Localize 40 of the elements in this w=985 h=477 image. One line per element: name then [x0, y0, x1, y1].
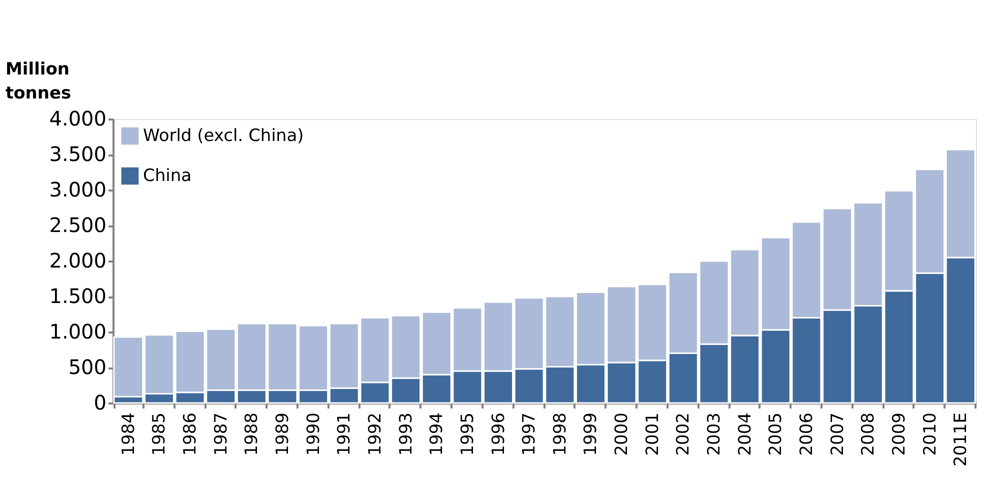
x-tick-label: 1999 [581, 412, 602, 456]
x-tick-label: 1997 [520, 412, 540, 456]
y-tick-label: 1.000 [49, 320, 106, 344]
x-tick-label: 1987 [211, 412, 232, 456]
x-tick-label: 1994 [427, 412, 448, 456]
x-tick-label: 1984 [118, 412, 139, 456]
y-tick-label: 2.500 [49, 213, 106, 237]
x-tick-label: 2005 [766, 412, 786, 456]
y-tick-label: 3.000 [49, 178, 106, 202]
x-tick-label: 1992 [365, 412, 386, 456]
x-tick-label: 2011E [951, 412, 972, 467]
x-tick-label: 1996 [488, 412, 509, 456]
x-tick-label: 1991 [334, 412, 355, 456]
y-tick-label: 0 [94, 390, 106, 414]
x-tick-label: 2000 [612, 412, 632, 456]
x-tick-label: 2003 [704, 412, 725, 456]
x-tick-label: 2009 [889, 412, 910, 456]
y-tick-label: 2.000 [49, 248, 106, 272]
x-tick-label: 1990 [304, 412, 324, 456]
legend-label: China [143, 166, 192, 186]
y-tick-label: 1.500 [49, 284, 106, 308]
x-tick-label: 1993 [396, 412, 416, 456]
y-tick-label: 500 [68, 355, 106, 379]
x-tick-label: 1989 [273, 412, 294, 456]
x-tick-label: 2008 [858, 412, 879, 456]
x-tick-label: 1988 [242, 412, 262, 456]
x-tick-label: 1986 [180, 412, 201, 456]
y-axis-title: Million tonnes [6, 60, 72, 104]
x-tick-label: 2006 [796, 412, 817, 456]
x-tick-label: 1985 [150, 412, 170, 456]
y-tick-label: 3.500 [49, 142, 106, 166]
x-tick-label: 1995 [458, 412, 478, 456]
x-tick-label: 2010 [920, 412, 940, 456]
legend-label: World (excl. China) [143, 126, 304, 146]
y-tick-label: 4.000 [49, 106, 106, 130]
x-tick-label: 2001 [642, 412, 663, 456]
x-tick-label: 2002 [674, 412, 694, 456]
x-tick-label: 2007 [828, 412, 848, 456]
x-tick-label: 1998 [550, 412, 570, 456]
x-tick-label: 2004 [735, 412, 756, 456]
